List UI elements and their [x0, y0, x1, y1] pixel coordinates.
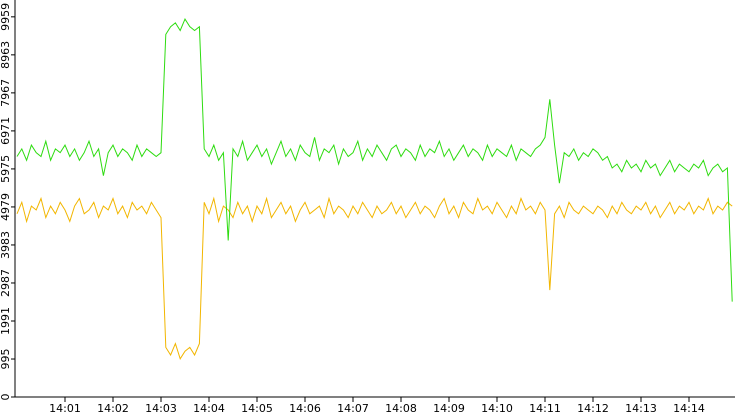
y-tick-label: 8963 — [0, 41, 12, 69]
x-tick-label: 14:06 — [289, 402, 321, 415]
y-tick-label: 6971 — [0, 117, 12, 145]
x-tick-label: 14:09 — [433, 402, 465, 415]
x-tick-label: 14:07 — [337, 402, 369, 415]
x-tick-label: 14:02 — [97, 402, 129, 415]
x-tick-label: 14:04 — [193, 402, 225, 415]
y-tick-label: 5975 — [0, 155, 12, 183]
x-tick-label: 14:05 — [241, 402, 273, 415]
y-tick-label: 0 — [0, 394, 12, 401]
y-tick-label: 7967 — [0, 79, 12, 107]
series-line — [16, 18, 733, 302]
x-tick-label: 14:01 — [49, 402, 81, 415]
y-tick-label: 995 — [0, 349, 12, 370]
series-line — [16, 196, 733, 360]
y-tick-label: 9959 — [0, 3, 12, 31]
x-tick-label: 14:08 — [385, 402, 417, 415]
y-tick-label: 4979 — [0, 193, 12, 221]
y-tick-label: 1991 — [0, 307, 12, 335]
y-tick-label: 3983 — [0, 231, 12, 259]
x-tick-label: 14:13 — [625, 402, 657, 415]
x-tick-label: 14:12 — [577, 402, 609, 415]
x-tick-label: 14:10 — [481, 402, 513, 415]
x-tick-label: 14:14 — [673, 402, 705, 415]
x-tick-label: 14:11 — [529, 402, 561, 415]
x-tick-label: 14:03 — [145, 402, 177, 415]
y-tick-label: 2987 — [0, 269, 12, 297]
